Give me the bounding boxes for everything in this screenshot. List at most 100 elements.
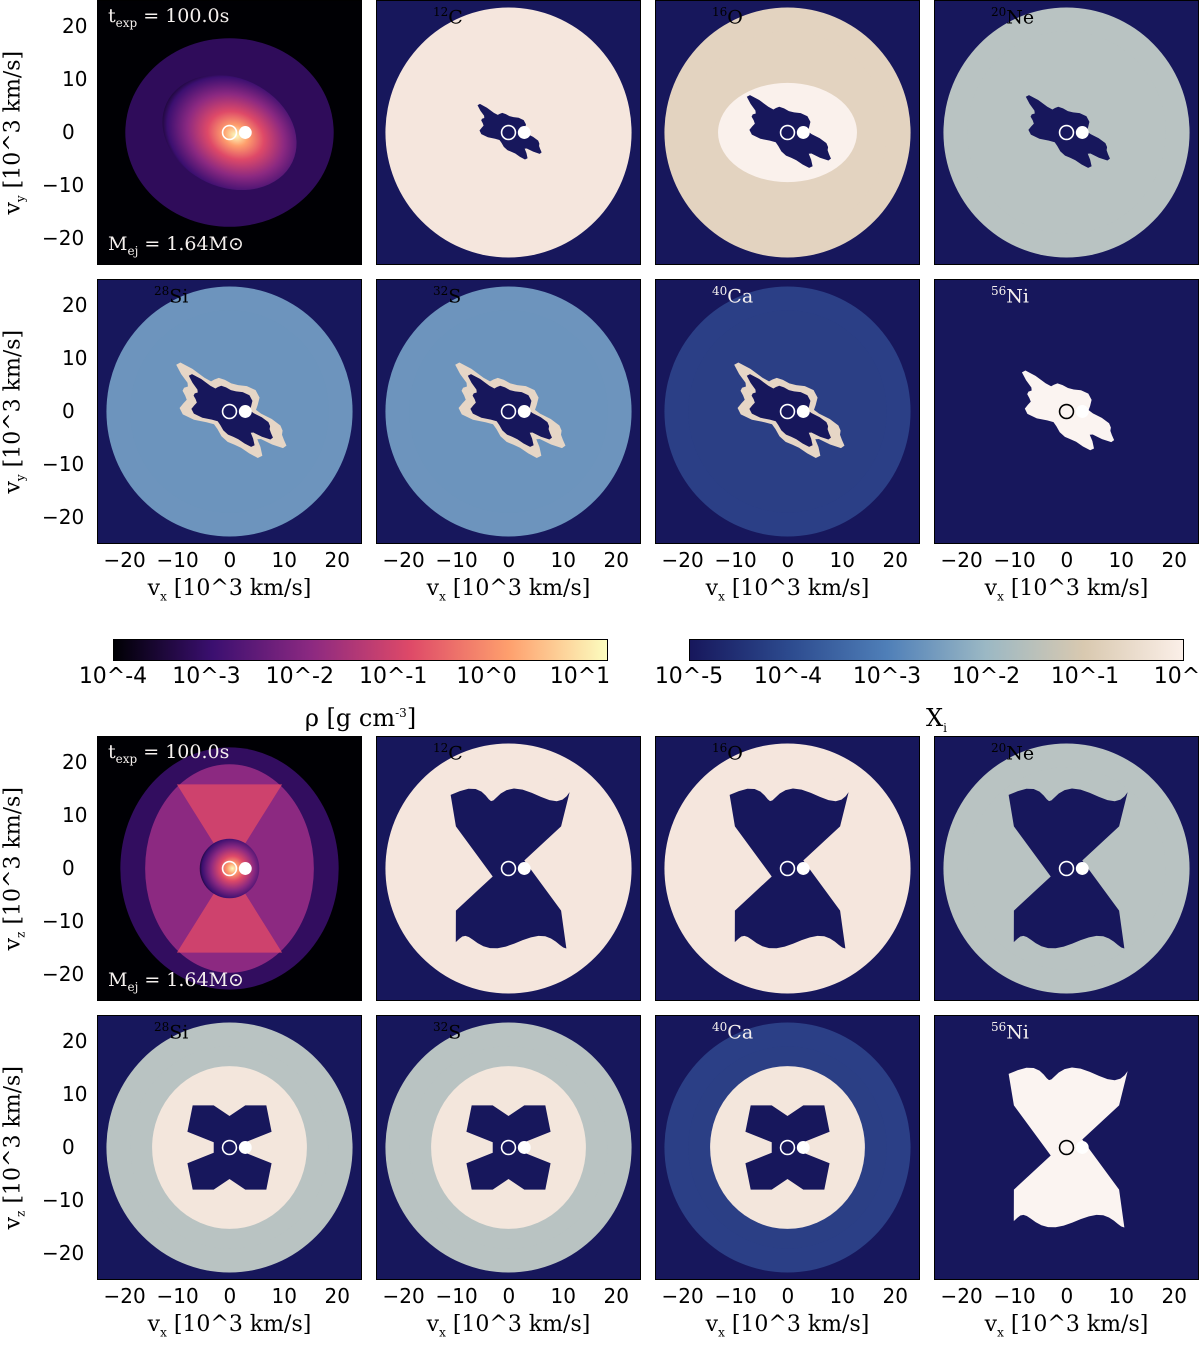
x-tick-label: −10: [435, 548, 478, 572]
map-image: [935, 737, 1198, 1000]
isotope-label: 20Ne: [991, 5, 1035, 29]
isotope-label: 28Si: [154, 1020, 189, 1044]
density-tick-label: 10^-2: [265, 664, 334, 689]
core-region: [746, 374, 831, 447]
core-region: [746, 95, 831, 168]
core-region: [477, 103, 542, 160]
x-tick-label: 20: [1161, 1284, 1187, 1308]
y-tick-label: −10: [42, 451, 85, 476]
origin-marker-filled: [1075, 126, 1089, 139]
origin-marker-filled: [1075, 1141, 1089, 1154]
y-axis-label: vz [10^3 km/s]: [0, 1065, 28, 1229]
y-tick-label: −10: [42, 172, 85, 197]
isotope-label: 56Ni: [991, 284, 1029, 308]
isotope-label: 56Ni: [991, 1020, 1029, 1044]
abundance-tick-label: 10^-2: [951, 664, 1021, 689]
x-tick-label: 10: [271, 1284, 297, 1308]
x-tick-label: 10: [829, 548, 855, 572]
isotope-label: 12C: [433, 5, 463, 29]
origin-marker-filled: [517, 1141, 531, 1154]
x-axis-label: vx [10^3 km/s]: [705, 576, 870, 604]
y-tick-label: −20: [42, 1240, 85, 1265]
origin-marker-open: [221, 403, 238, 420]
map-image: [656, 1, 919, 264]
origin-marker-filled: [796, 126, 810, 139]
origin-marker-open: [500, 1139, 517, 1156]
x-tick-label: 0: [781, 1284, 795, 1308]
plot-panel: 16O: [655, 736, 920, 1001]
map-image: [377, 1016, 640, 1279]
x-tick-label: −20: [382, 1284, 425, 1308]
x-axis-label: vx [10^3 km/s]: [147, 576, 312, 604]
cone-top: [176, 784, 283, 869]
core-region: [467, 374, 552, 447]
x-tick-label: −20: [103, 1284, 146, 1308]
origin-marker-open: [779, 124, 796, 141]
isotope-label: 16O: [712, 741, 743, 765]
origin-marker-filled: [1075, 405, 1089, 418]
origin-marker-filled: [238, 1141, 252, 1154]
x-tick-label: 20: [603, 1284, 629, 1308]
origin-marker-open: [1058, 1139, 1075, 1156]
origin-marker-open: [221, 860, 238, 877]
y-tick-label: −20: [42, 225, 85, 250]
x-tick-label: −10: [714, 1284, 757, 1308]
map-image: [377, 737, 640, 1000]
map-image: [98, 1, 361, 264]
origin-marker-open: [779, 403, 796, 420]
x-tick-label: 20: [882, 1284, 908, 1308]
y-tick-label: −20: [42, 504, 85, 529]
y-axis-label: vy [10^3 km/s]: [0, 329, 28, 494]
isotope-label: 40Ca: [712, 1020, 754, 1044]
origin-marker-filled: [238, 126, 252, 139]
x-axis-label: vx [10^3 km/s]: [984, 576, 1149, 604]
plot-panel: 32S: [376, 1015, 641, 1280]
x-tick-label: −10: [993, 1284, 1036, 1308]
map-image: [935, 1016, 1198, 1279]
density-colorbar-label: ρ [g cm-3]: [304, 704, 417, 732]
map-image: [98, 737, 361, 1000]
origin-marker-filled: [238, 862, 252, 875]
plot-panel: 32S: [376, 279, 641, 544]
y-tick-label: 10: [62, 66, 88, 91]
x-tick-label: 0: [502, 1284, 516, 1308]
x-tick-label: −20: [940, 548, 983, 572]
x-tick-label: −20: [103, 548, 146, 572]
y-tick-label: 10: [62, 345, 88, 370]
abundance-tick-label: 10^-1: [1050, 664, 1120, 689]
isotope-label: 40Ca: [712, 284, 754, 308]
y-tick-label: 20: [62, 292, 88, 317]
y-tick-label: 0: [62, 1134, 75, 1159]
map-image: [656, 1016, 919, 1279]
map-image: [935, 1, 1198, 264]
x-tick-label: −10: [156, 1284, 199, 1308]
abundance-tick-label: 10^-3: [852, 664, 922, 689]
abundance-tick-label: 10^-5: [654, 664, 724, 689]
abundance-tick-label: 10^0: [1153, 664, 1200, 689]
origin-marker-filled: [1075, 862, 1089, 875]
x-tick-label: 0: [781, 548, 795, 572]
map-image: [935, 280, 1198, 543]
origin-marker-filled: [517, 862, 531, 875]
y-tick-label: 20: [62, 1028, 88, 1053]
x-tick-label: −10: [435, 1284, 478, 1308]
x-axis-label: vx [10^3 km/s]: [426, 1312, 591, 1340]
x-tick-label: 0: [1060, 1284, 1074, 1308]
origin-marker-open: [1058, 860, 1075, 877]
ejecta-core: [199, 838, 260, 899]
core-region: [729, 788, 849, 949]
y-tick-label: 0: [62, 398, 75, 423]
origin-marker-open: [779, 1139, 796, 1156]
y-tick-label: −10: [42, 908, 85, 933]
y-tick-label: 10: [62, 1081, 88, 1106]
x-tick-label: 0: [1060, 548, 1074, 572]
x-tick-label: 20: [882, 548, 908, 572]
isotope-label: 20Ne: [991, 741, 1035, 765]
origin-marker-open: [221, 1139, 238, 1156]
map-image: [656, 280, 919, 543]
x-tick-label: 10: [829, 1284, 855, 1308]
y-axis-label: vy [10^3 km/s]: [0, 50, 28, 215]
x-tick-label: −10: [714, 548, 757, 572]
isotope-label: 28Si: [154, 284, 189, 308]
x-tick-label: 20: [603, 548, 629, 572]
